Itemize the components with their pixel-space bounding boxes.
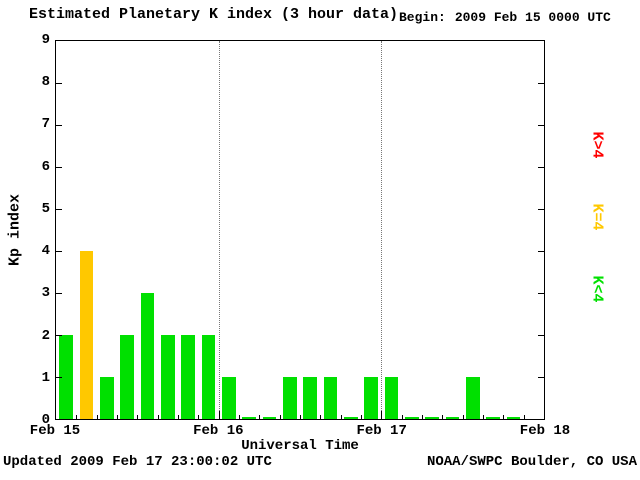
y-tick-label: 0 [41, 412, 50, 428]
x-tick [96, 415, 98, 419]
y-tick-label: 8 [41, 74, 50, 91]
y-axis-title: Kp index [6, 193, 24, 267]
kp-bar [486, 417, 501, 419]
x-tick [279, 415, 281, 419]
x-tick [137, 415, 139, 419]
x-tick [259, 415, 261, 419]
kp-bar [140, 293, 155, 419]
x-tick [340, 415, 342, 419]
kp-bar [384, 377, 399, 419]
kp-bar [425, 417, 440, 419]
x-tick [381, 411, 383, 419]
x-tick-label: Feb 16 [193, 423, 244, 439]
y-tick [56, 167, 62, 168]
x-tick-label: Feb 17 [356, 423, 407, 439]
x-tick [483, 415, 484, 419]
y-tick [538, 293, 544, 294]
y-tick [538, 251, 544, 252]
y-tick [538, 125, 544, 126]
legend-item: K=4 [588, 203, 606, 231]
x-tick [401, 415, 403, 419]
kp-bar [465, 377, 480, 419]
y-tick-label: 2 [41, 327, 50, 344]
kp-bar [160, 335, 175, 419]
kp-bar [120, 335, 135, 419]
kp-bar [364, 377, 379, 419]
kp-bar [445, 417, 460, 419]
kp-bar [506, 417, 521, 419]
kp-bar [404, 417, 419, 419]
source-attribution: NOAA/SWPC Boulder, CO USA [426, 454, 637, 470]
x-tick [320, 415, 322, 419]
x-tick [442, 415, 444, 419]
x-tick [239, 415, 240, 419]
kp-bar [242, 417, 257, 419]
kp-bar [323, 377, 338, 419]
x-tick [300, 415, 301, 419]
x-tick [76, 415, 78, 419]
day-gridline [218, 41, 220, 419]
x-axis-labels: Feb 15 Feb 16 Feb 17 Feb 18 [30, 423, 570, 439]
begin-timestamp: Begin: 2009 Feb 15 0000 UTC [399, 10, 611, 25]
kp-bar [221, 377, 236, 419]
kp-bar [262, 417, 277, 419]
y-tick [56, 293, 62, 294]
y-tick-label: 9 [41, 32, 50, 48]
y-tick-label: 1 [41, 369, 50, 386]
kp-bar [99, 377, 114, 419]
y-tick [538, 167, 544, 168]
kp-bar [59, 335, 74, 419]
y-tick [538, 209, 544, 210]
day-gridline [381, 41, 383, 419]
x-tick [198, 415, 200, 419]
kp-bar [282, 377, 297, 419]
x-tick-label: Feb 15 [29, 423, 81, 439]
x-tick [523, 415, 525, 419]
y-tick-label: 7 [41, 116, 50, 133]
y-tick [56, 125, 62, 126]
y-tick [538, 335, 544, 336]
y-tick-label: 3 [41, 285, 50, 302]
y-tick [56, 83, 62, 84]
begin-caption: Begin: [399, 10, 446, 25]
chart-title: Estimated Planetary K index (3 hour data… [29, 6, 399, 23]
x-tick [178, 415, 179, 419]
kp-bar [79, 251, 94, 419]
y-tick [56, 377, 62, 378]
kp-bar [181, 335, 196, 419]
kp-bar [303, 377, 318, 419]
kp-bar [201, 335, 216, 419]
y-tick [538, 83, 544, 84]
x-tick-label: Feb 18 [519, 423, 571, 439]
x-tick [462, 415, 464, 419]
y-tick [56, 209, 62, 210]
x-tick [157, 415, 159, 419]
y-tick-label: 6 [41, 158, 50, 175]
x-tick [117, 415, 118, 419]
y-tick [56, 251, 62, 252]
legend-item: K>4 [588, 131, 606, 159]
kp-bar [343, 417, 358, 419]
x-tick [361, 415, 362, 419]
y-tick-label: 5 [41, 200, 50, 217]
y-tick-label: 4 [41, 243, 50, 260]
x-tick [503, 415, 505, 419]
x-axis-title: Universal Time [241, 438, 359, 454]
x-tick [218, 411, 220, 419]
y-tick [538, 377, 544, 378]
plot-area [55, 40, 545, 420]
begin-value: 2009 Feb 15 0000 UTC [454, 10, 611, 25]
legend-item: K<4 [588, 275, 606, 303]
y-axis: 0 1 2 3 4 5 6 7 8 9 [24, 32, 50, 428]
updated-timestamp: Updated 2009 Feb 17 23:00:02 UTC [3, 454, 272, 470]
x-tick [422, 415, 423, 419]
y-tick [56, 335, 62, 336]
